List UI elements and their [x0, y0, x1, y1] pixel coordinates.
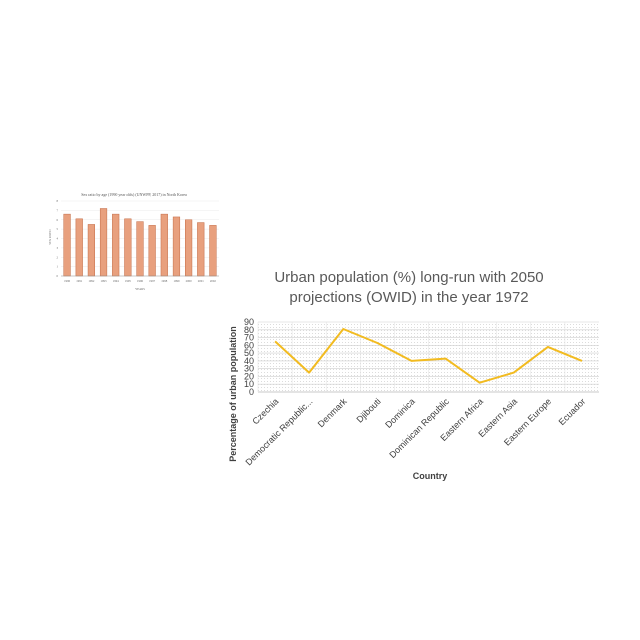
main-x-tick-label: Czechia	[250, 396, 280, 426]
small-y-tick-label: 4	[57, 237, 59, 241]
small-x-tick-label: 1993	[101, 279, 108, 283]
main-y-tick-label: 40	[244, 356, 254, 366]
small-x-tick-label: 2002	[210, 279, 217, 283]
main-chart-gridlines	[257, 321, 599, 393]
main-x-tick-label: Djibouti	[354, 396, 382, 424]
main-y-tick-label: 50	[244, 348, 254, 358]
main-chart-title-line-1: Urban population (%) long-run with 2050	[274, 269, 543, 286]
main-chart-y-label: Percentage of urban population	[228, 326, 238, 462]
small-y-tick-label: 2	[57, 255, 59, 259]
main-y-tick-label: 70	[244, 333, 254, 343]
main-y-tick-label: 0	[249, 387, 254, 397]
small-y-tick-label: 6	[57, 218, 59, 222]
small-x-tick-label: 1990	[64, 279, 71, 283]
small-y-tick-label: 3	[57, 246, 59, 250]
small-x-tick-label: 1997	[149, 279, 156, 283]
main-x-tick-label: Dominica	[383, 396, 417, 430]
small-x-tick-label: 2001	[198, 279, 205, 283]
small-x-tick-label: 1998	[161, 279, 168, 283]
small-x-tick-label: 2000	[186, 279, 193, 283]
main-y-tick-label: 90	[244, 317, 254, 327]
main-chart-title-line-2: projections (OWID) in the year 1972	[289, 289, 528, 306]
small-chart-x-ticks: 1990 1991 1992 1993 1994 1995 1996 1997 1998 1999…	[64, 279, 216, 283]
small-y-tick-label: 8	[57, 199, 59, 203]
small-x-tick-label: 1994	[113, 279, 120, 283]
small-x-tick-label: 1991	[76, 279, 83, 283]
main-y-tick-label: 80	[244, 325, 254, 335]
small-chart-title: Sex ratio by age (1990 year olds) (UNWPP…	[81, 192, 187, 198]
small-chart-y-label: SEX RATIO	[48, 229, 52, 245]
small-x-tick-label: 1996	[137, 279, 144, 283]
main-y-tick-label: 30	[244, 364, 254, 374]
main-x-tick-label: Democratic Republic...	[243, 396, 314, 467]
main-y-tick-label: 20	[244, 371, 254, 381]
small-y-tick-label: 0	[57, 274, 59, 278]
main-x-tick-label: Ecuador	[557, 396, 588, 427]
small-x-tick-label: 1999	[173, 279, 180, 283]
main-chart-x-label: Country	[413, 471, 448, 481]
small-x-tick-label: 1995	[125, 279, 132, 283]
main-x-tick-label: Dominican Republic	[387, 396, 451, 460]
small-chart-x-label: YEARS	[135, 287, 145, 291]
main-y-tick-label: 10	[244, 379, 254, 389]
small-y-tick-label: 1	[57, 265, 59, 269]
main-chart-series-line	[274, 328, 583, 384]
small-x-tick-label: 1992	[88, 279, 95, 283]
small-y-tick-label: 5	[57, 227, 59, 231]
main-y-tick-label: 60	[244, 340, 254, 350]
main-x-tick-label: Denmark	[316, 396, 349, 429]
small-chart-y-ticks: 0 1 2 3 4 5 6 7 8	[57, 199, 59, 278]
small-y-tick-label: 7	[57, 208, 59, 212]
